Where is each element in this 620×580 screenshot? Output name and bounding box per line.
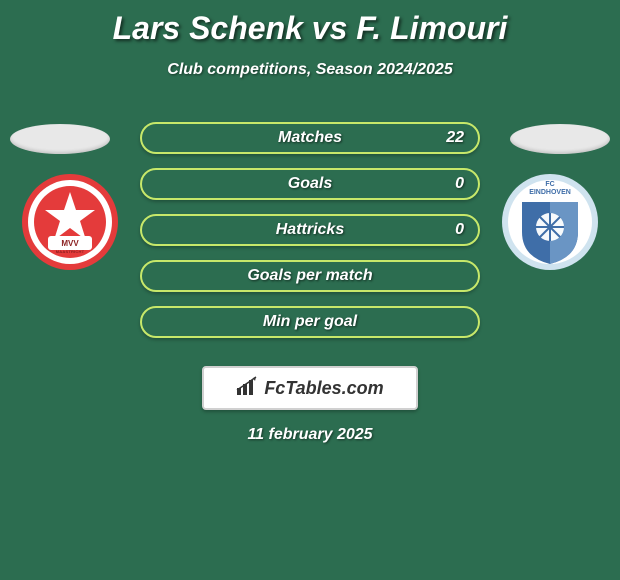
stat-label: Goals per match — [247, 267, 372, 285]
stat-row: Goals per match — [140, 260, 480, 292]
stat-row: Min per goal — [140, 306, 480, 338]
svg-text:MVV: MVV — [61, 239, 79, 248]
team-badge-left: MVV MAASTRICHT — [20, 172, 120, 272]
svg-text:MAASTRICHT: MAASTRICHT — [56, 249, 85, 254]
stats-list: Matches 22 Goals 0 Hattricks 0 Goals per match… — [140, 122, 480, 338]
stat-value-right: 0 — [455, 175, 464, 193]
stat-label: Hattricks — [276, 221, 344, 239]
player-silhouette-left — [10, 124, 110, 154]
team-badge-right: EINDHOVEN FC — [500, 172, 600, 272]
brand-label: FcTables.com — [264, 378, 383, 399]
svg-text:EINDHOVEN: EINDHOVEN — [529, 189, 571, 196]
stat-label: Matches — [278, 129, 342, 147]
stat-row: Goals 0 — [140, 168, 480, 200]
stat-value-right: 0 — [455, 221, 464, 239]
subtitle: Club competitions, Season 2024/2025 — [0, 61, 620, 79]
svg-text:FC: FC — [545, 181, 554, 188]
stat-row: Matches 22 — [140, 122, 480, 154]
date-text: 11 february 2025 — [0, 426, 620, 444]
stat-label: Min per goal — [263, 313, 357, 331]
stat-label: Goals — [288, 175, 332, 193]
page-title: Lars Schenk vs F. Limouri — [0, 0, 620, 47]
brand-box[interactable]: FcTables.com — [202, 366, 418, 410]
stat-row: Hattricks 0 — [140, 214, 480, 246]
chart-icon — [236, 376, 258, 401]
player-silhouette-right — [510, 124, 610, 154]
stat-value-right: 22 — [446, 129, 464, 147]
